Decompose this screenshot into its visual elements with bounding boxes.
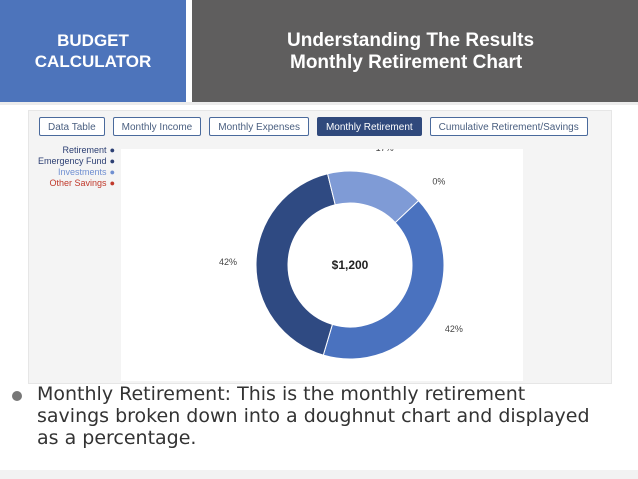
legend-item-emergency-fund[interactable]: Emergency Fund ● — [31, 156, 115, 167]
tab-monthly-income[interactable]: Monthly Income — [112, 117, 202, 136]
legend-label: Retirement — [62, 145, 107, 155]
section-title-line2: CALCULATOR — [34, 52, 152, 71]
doughnut-chart: 42% 42% 17% 0% $1,200 — [121, 149, 523, 381]
slice-label: 0% — [432, 176, 445, 186]
slide-title-line2: Monthly Retirement Chart — [290, 52, 523, 73]
bullet-icon — [12, 391, 22, 401]
tab-data-table[interactable]: Data Table — [39, 117, 105, 136]
tab-monthly-expenses[interactable]: Monthly Expenses — [209, 117, 309, 136]
legend-item-investments[interactable]: Investments ● — [31, 167, 115, 178]
app-screenshot: Data Table Monthly Income Monthly Expens… — [28, 110, 612, 384]
center-total-label: $1,200 — [332, 258, 369, 272]
bullet-text: Monthly Retirement: This is the monthly … — [37, 383, 590, 449]
section-title-line1: BUDGET — [57, 31, 129, 50]
legend-item-other-savings[interactable]: Other Savings ● — [31, 178, 115, 189]
legend-dot: ● — [109, 145, 115, 155]
legend-label: Other Savings — [49, 178, 107, 188]
divider — [0, 102, 638, 105]
legend-dot: ● — [109, 156, 115, 166]
slide-title-line1: Understanding The Results — [287, 30, 535, 51]
legend-item-retirement[interactable]: Retirement ● — [31, 145, 115, 156]
slice-label: 42% — [445, 324, 463, 334]
chart-legend: Retirement ● Emergency Fund ● Investments ●… — [31, 145, 115, 189]
slice-emergency-fund[interactable] — [255, 173, 336, 356]
slide-title: Understanding The Results Monthly Retire… — [192, 0, 638, 102]
tab-monthly-retirement[interactable]: Monthly Retirement — [316, 117, 422, 136]
tab-cumulative-retirement[interactable]: Cumulative Retirement/Savings — [429, 117, 588, 136]
legend-label: Investments — [58, 167, 107, 177]
section-header: BUDGET CALCULATOR — [0, 0, 186, 102]
footer-bar — [0, 470, 638, 479]
slice-label: 17% — [376, 149, 394, 153]
doughnut-svg: 42% 42% 17% 0% $1,200 — [219, 149, 463, 360]
slice-retirement[interactable] — [322, 199, 445, 360]
legend-dot: ● — [109, 178, 115, 188]
legend-dot: ● — [109, 167, 115, 177]
slice-investments[interactable] — [326, 170, 420, 224]
slice-label: 42% — [219, 257, 237, 267]
tab-bar: Data Table Monthly Income Monthly Expens… — [39, 117, 596, 136]
legend-label: Emergency Fund — [38, 156, 107, 166]
